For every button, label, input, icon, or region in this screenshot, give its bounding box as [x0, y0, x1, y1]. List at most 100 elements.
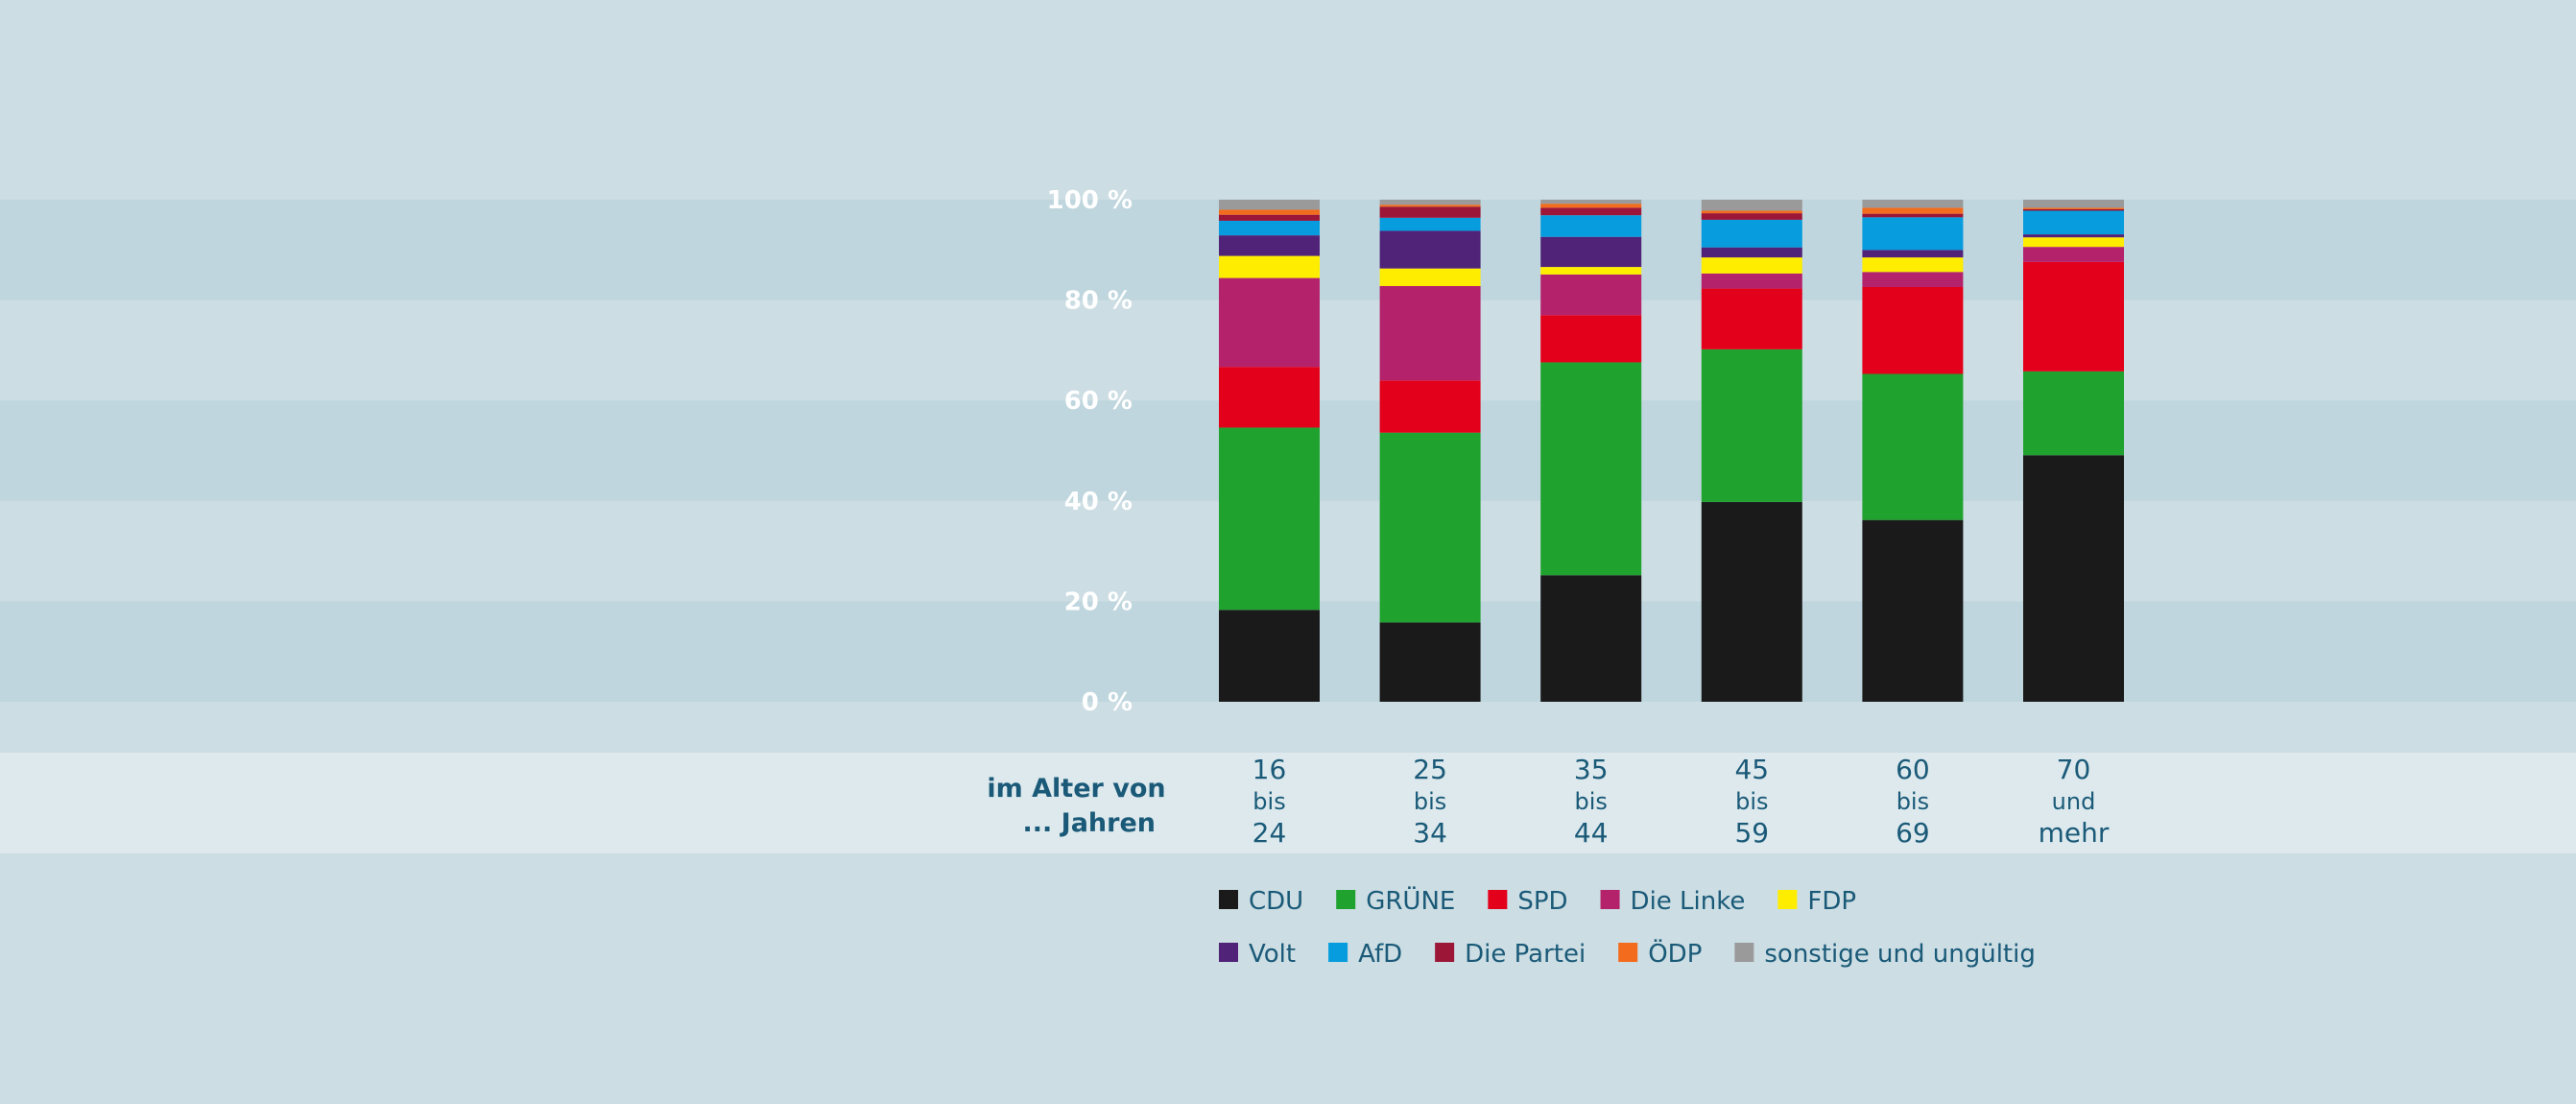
bar-segment — [1219, 200, 1320, 210]
bar-segment — [1219, 209, 1320, 215]
bar-segment — [1862, 519, 1964, 702]
legend-label: Die Linke — [1631, 887, 1746, 916]
bar-segment — [1379, 230, 1481, 269]
x-category-label-line: 59 — [1734, 817, 1769, 849]
x-category-label-line: 34 — [1413, 817, 1447, 849]
bar-segment — [1701, 200, 1802, 211]
bar-stack — [2023, 200, 2124, 702]
bar-segment — [1862, 287, 1964, 374]
legend-item: Volt — [1219, 940, 1296, 969]
legend-item: GRÜNE — [1336, 885, 1455, 916]
legend-label: ÖDP — [1648, 938, 1702, 969]
bar-segment — [1219, 367, 1320, 428]
bar-stack — [1701, 200, 1802, 702]
x-category-label-line: mehr — [2039, 817, 2110, 849]
x-category-label: 45 bis 59 — [1734, 754, 1769, 849]
bar-segment — [1379, 217, 1481, 231]
y-tick-label: 100 % — [1047, 186, 1133, 215]
y-tick-label: 60 % — [1064, 387, 1133, 416]
bar-segment — [1862, 272, 1964, 288]
y-tick-label: 80 % — [1064, 287, 1133, 316]
x-category-label-line: 69 — [1896, 817, 1930, 849]
x-category-label-line: bis — [1574, 788, 1607, 815]
legend-swatch — [1219, 943, 1238, 962]
bar-segment — [1862, 257, 1964, 273]
legend-swatch — [1488, 890, 1508, 909]
bar-stack — [1379, 200, 1481, 702]
x-category-label-line: bis — [1896, 788, 1929, 815]
x-axis-title: im Alter von ... Jahren — [987, 774, 1175, 838]
x-category-label-line: bis — [1735, 788, 1768, 815]
x-category-label: 70 und mehr — [2039, 754, 2110, 849]
x-category-label-line: und — [2052, 788, 2096, 815]
x-axis-label-band — [0, 753, 2576, 853]
bar-segment — [1540, 200, 1642, 204]
legend-swatch — [1777, 890, 1798, 909]
bar-segment — [2023, 247, 2124, 262]
legend: CDU GRÜNE SPD Die Linke FDP Volt AfD Die Partei… — [1219, 885, 2036, 969]
bars — [1219, 200, 2124, 702]
bar-segment — [1701, 348, 1802, 502]
bar-segment — [1540, 236, 1642, 268]
legend-label: Die Partei — [1465, 940, 1586, 969]
y-tick-label: 0 % — [1082, 688, 1133, 717]
legend-item: Die Partei — [1435, 940, 1586, 969]
bar-segment — [1379, 622, 1481, 702]
bar-stack — [1862, 200, 1964, 702]
bar-segment — [2023, 208, 2124, 211]
bar-segment — [1540, 362, 1642, 576]
x-category-label-line: 45 — [1734, 754, 1769, 785]
y-axis-tick-labels: 0 % 20 % 40 % 60 % 80 % 100 % — [1047, 186, 1133, 717]
x-axis-band — [0, 753, 2576, 853]
bar-segment — [1219, 220, 1320, 236]
legend-swatch — [1219, 890, 1238, 909]
legend-label: AfD — [1358, 940, 1402, 969]
bar-segment — [1862, 373, 1964, 520]
bar-segment — [1379, 204, 1481, 207]
bar-segment — [1862, 200, 1964, 208]
bar-segment — [1379, 206, 1481, 218]
legend-swatch — [1336, 890, 1356, 909]
bar-segment — [1379, 432, 1481, 623]
bar-segment — [1862, 250, 1964, 258]
bar-segment — [1701, 213, 1802, 220]
legend-item: ÖDP — [1618, 938, 1702, 969]
bar-segment — [1701, 288, 1802, 349]
bar-segment — [2023, 207, 2124, 209]
bar-stack — [1219, 200, 1320, 702]
legend-label: FDP — [1807, 887, 1856, 916]
x-axis-title-line-1: im Alter von — [987, 774, 1165, 804]
bar-segment — [1219, 427, 1320, 611]
y-tick-label: 20 % — [1064, 588, 1133, 616]
bar-segment — [1540, 204, 1642, 208]
bar-segment — [1540, 315, 1642, 363]
y-tick-label: 40 % — [1064, 488, 1133, 516]
bar-segment — [1701, 273, 1802, 289]
x-category-label-line: 70 — [2057, 754, 2091, 785]
bar-segment — [1219, 610, 1320, 702]
legend-swatch — [1328, 943, 1348, 962]
legend-swatch — [1618, 943, 1638, 962]
bar-segment — [1701, 247, 1802, 258]
legend-item: sonstige und ungültig — [1734, 940, 2036, 969]
bar-segment — [1701, 210, 1802, 214]
bar-segment — [1701, 501, 1802, 702]
x-category-label-line: 24 — [1252, 817, 1287, 849]
bar-segment — [1379, 285, 1481, 381]
legend-label: Volt — [1249, 940, 1296, 969]
legend-swatch — [1435, 943, 1455, 962]
x-category-label-line: bis — [1252, 788, 1285, 815]
x-category-label-line: 60 — [1896, 754, 1930, 785]
bar-segment — [1379, 268, 1481, 286]
bar-segment — [1540, 575, 1642, 702]
bar-segment — [1379, 200, 1481, 205]
legend-item: Die Linke — [1600, 887, 1746, 916]
bar-segment — [1219, 255, 1320, 278]
legend-label: sonstige und ungültig — [1764, 940, 2035, 969]
x-category-label-line: 25 — [1413, 754, 1447, 785]
bar-segment — [1540, 274, 1642, 316]
x-category-label: 35 bis 44 — [1574, 754, 1609, 849]
bar-segment — [1701, 219, 1802, 248]
legend-item: SPD — [1488, 887, 1568, 916]
legend-swatch — [1600, 890, 1620, 909]
